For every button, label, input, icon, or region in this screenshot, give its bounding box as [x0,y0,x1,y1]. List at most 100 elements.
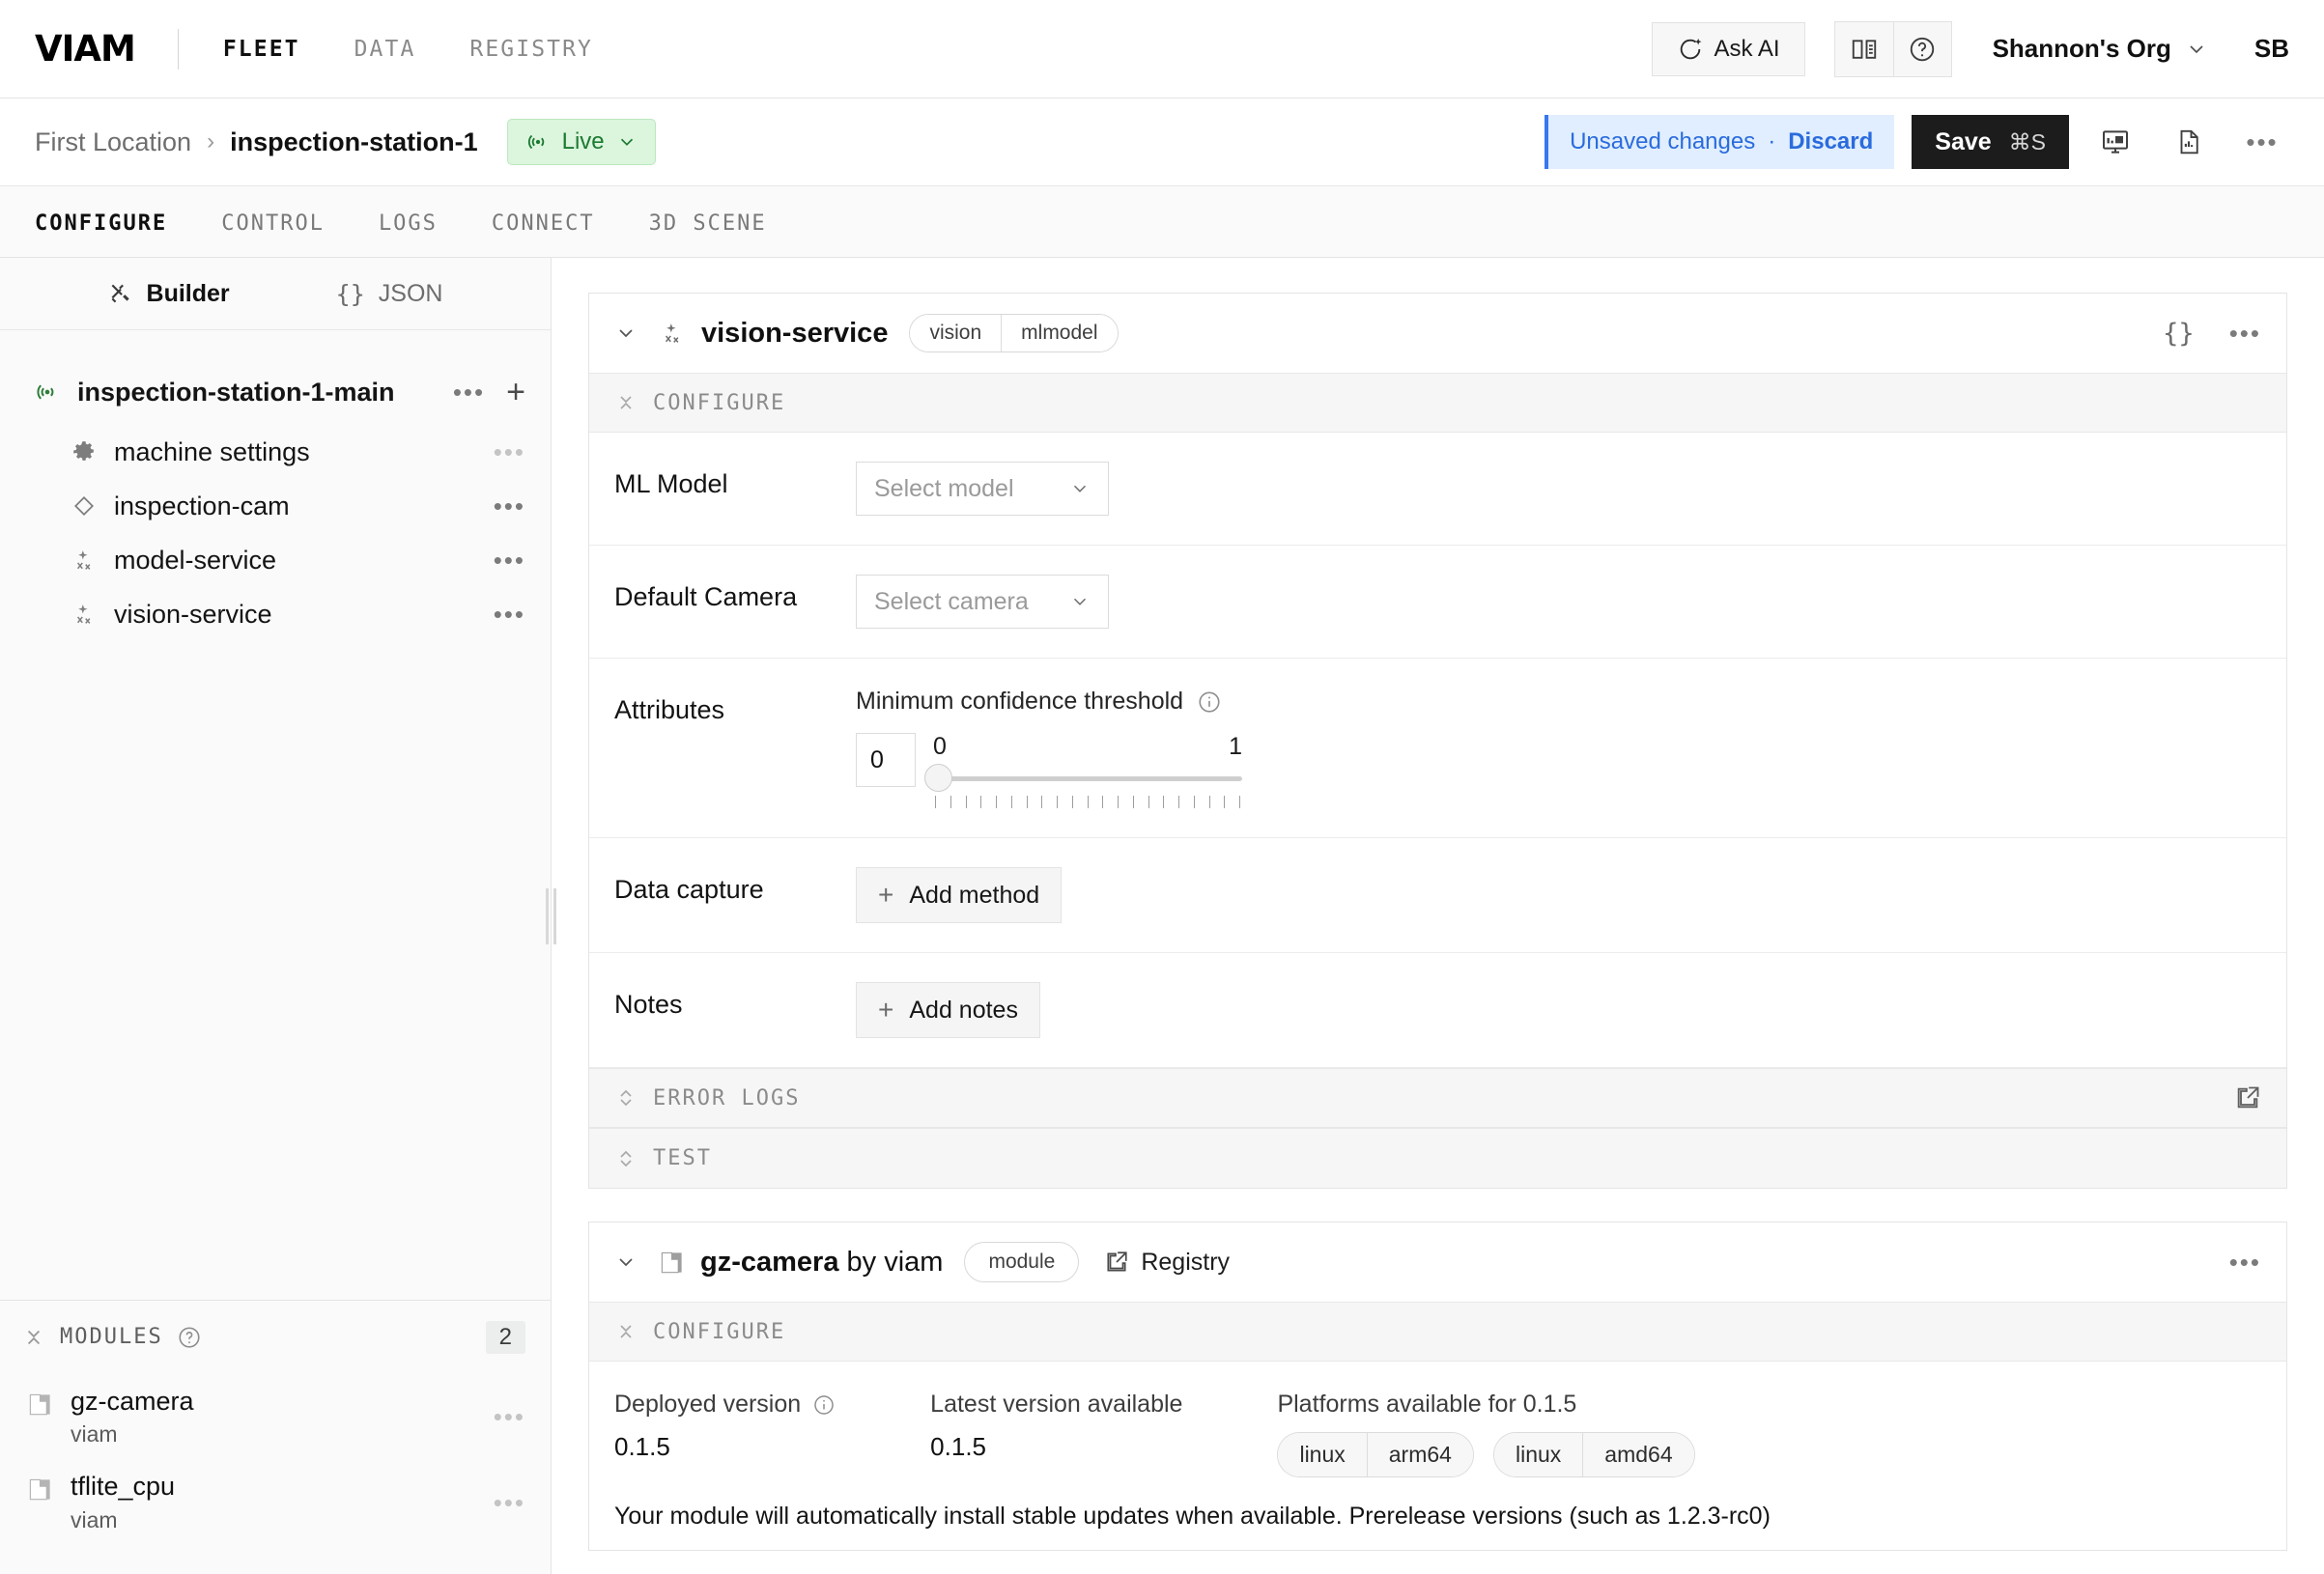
module-icon [659,1250,685,1276]
nav-link-registry[interactable]: REGISTRY [469,36,593,62]
add-notes-button[interactable]: + Add notes [856,982,1040,1038]
ask-ai-button[interactable]: Ask AI [1651,21,1805,76]
module-menu-icon[interactable]: ••• [493,1401,525,1431]
registry-link[interactable]: Registry [1104,1249,1230,1277]
vision-service-card: vision-service vision mlmodel {} ••• CON… [588,293,2287,1189]
top-nav-right-group: Ask AI Shannon's Org [1651,20,2289,77]
tree-item-label: inspection-cam [114,491,290,520]
slider-tick [1010,796,1012,808]
section-label: CONFIGURE [653,1319,786,1344]
mode-json[interactable]: {} JSON [336,280,443,308]
default-camera-select[interactable]: Select camera [856,575,1109,629]
avatar[interactable]: SB [2253,34,2289,63]
error-logs-section-bar[interactable]: ERROR LOGS [589,1068,2286,1128]
test-section-bar[interactable]: TEST [589,1128,2286,1188]
slider-tick [980,796,982,808]
sparkle-chat-icon [1677,36,1704,63]
sparkle-x-icon [659,320,686,347]
book-icon[interactable] [1835,22,1893,76]
broadcast-icon [31,379,64,406]
nav-link-fleet[interactable]: FLEET [222,36,300,62]
platforms-label: Platforms available for 0.1.5 [1277,1391,1577,1418]
tree-item-label: vision-service [114,599,272,629]
expand-icon [614,1147,638,1170]
ml-model-select[interactable]: Select model [856,462,1109,516]
tree-item-machine-root[interactable]: inspection-station-1-main ••• + [0,365,551,419]
module-list-item[interactable]: gz-camera viam ••• [0,1374,551,1460]
platform-os: linux [1278,1433,1367,1476]
chevron-down-icon[interactable] [614,1251,638,1274]
threshold-number-input[interactable]: 0 [856,733,916,787]
ml-model-placeholder: Select model [874,474,1014,502]
question-circle-icon[interactable] [177,1325,202,1350]
collapse-icon[interactable] [21,1325,46,1350]
help-icon-group [1833,20,1952,77]
tag-model: mlmodel [1001,315,1118,351]
org-selector[interactable]: Shannon's Org [1993,34,2208,64]
tab-control[interactable]: CONTROL [221,211,325,236]
default-camera-label: Default Camera [614,582,798,611]
info-icon[interactable] [812,1393,836,1417]
ask-ai-label: Ask AI [1714,35,1780,62]
module-list-item[interactable]: tflite_cpu viam ••• [0,1459,551,1545]
ellipsis-icon[interactable]: ••• [2228,1248,2261,1277]
tree-item-label: machine settings [114,436,310,466]
collapse-icon [614,1320,638,1343]
tree-item-menu-icon[interactable]: ••• [493,437,525,466]
info-icon[interactable] [1197,689,1222,715]
threshold-slider-wrap: 0 0 1 [856,733,2261,808]
tree-item-menu-icon[interactable]: ••• [493,546,525,575]
tab-configure[interactable]: CONFIGURE [35,211,168,236]
slider-track[interactable] [924,764,1242,792]
vision-configure-section-bar[interactable]: CONFIGURE [589,373,2286,433]
slider-tick [935,796,936,808]
add-method-button[interactable]: + Add method [856,867,1063,923]
slider-tick [1193,796,1195,808]
slider-ticks [933,796,1242,808]
tree-item-vision-service[interactable]: vision-service ••• [0,587,551,641]
section-label: ERROR LOGS [653,1085,801,1110]
breadcrumb-actions: Unsaved changes · Discard Save ⌘S [1545,115,2289,169]
sidebar-resize-handle[interactable] [542,885,559,947]
viam-logo[interactable]: VIAM [35,28,136,70]
tree-item-menu-icon[interactable]: ••• [493,600,525,629]
monitor-chart-icon[interactable] [2088,115,2142,169]
tree-item-model-service[interactable]: model-service ••• [0,533,551,587]
page-body: Builder {} JSON inspection [0,258,2324,1574]
tree-item-machine-settings[interactable]: machine settings ••• [0,425,551,479]
breadcrumb-machine: inspection-station-1 [230,126,478,156]
module-configure-section-bar[interactable]: CONFIGURE [589,1302,2286,1362]
vision-service-title: vision-service [701,317,889,349]
vision-service-header-actions: {} ••• [2163,319,2261,349]
nav-link-data[interactable]: DATA [354,36,416,62]
modules-title: MODULES [60,1325,163,1349]
save-button[interactable]: Save ⌘S [1912,115,2069,169]
live-status-dropdown[interactable]: Live [506,119,656,165]
tree-item-menu-icon[interactable]: ••• [493,492,525,520]
slider-thumb[interactable] [924,764,952,792]
slider-tick [1208,796,1210,808]
add-resource-icon[interactable]: + [506,374,525,410]
ellipsis-icon[interactable]: ••• [2228,319,2261,348]
question-circle-icon[interactable] [1892,21,1951,76]
chevron-down-icon[interactable] [614,322,638,345]
mode-builder[interactable]: Builder [108,280,230,308]
modules-header[interactable]: MODULES 2 [0,1301,551,1374]
threshold-slider[interactable]: 0 1 [924,733,1242,808]
latest-version-label: Latest version available [930,1391,1183,1418]
ellipsis-icon[interactable]: ••• [2235,115,2289,169]
mode-json-label: JSON [378,279,443,307]
tab-3d-scene[interactable]: 3D SCENE [648,211,767,236]
external-link-icon[interactable] [2234,1084,2261,1111]
module-menu-icon[interactable]: ••• [493,1487,525,1517]
tab-logs[interactable]: LOGS [378,211,438,236]
discard-button[interactable]: Discard [1788,128,1874,155]
tab-connect[interactable]: CONNECT [491,211,595,236]
slider-tick [1178,796,1179,808]
attributes-label: Attributes [614,695,725,724]
tree-item-inspection-cam[interactable]: inspection-cam ••• [0,479,551,533]
braces-icon[interactable]: {} [2163,318,2195,349]
tree-root-menu-icon[interactable]: ••• [452,378,486,407]
breadcrumb-location[interactable]: First Location [35,126,192,156]
file-chart-icon[interactable] [2162,115,2216,169]
